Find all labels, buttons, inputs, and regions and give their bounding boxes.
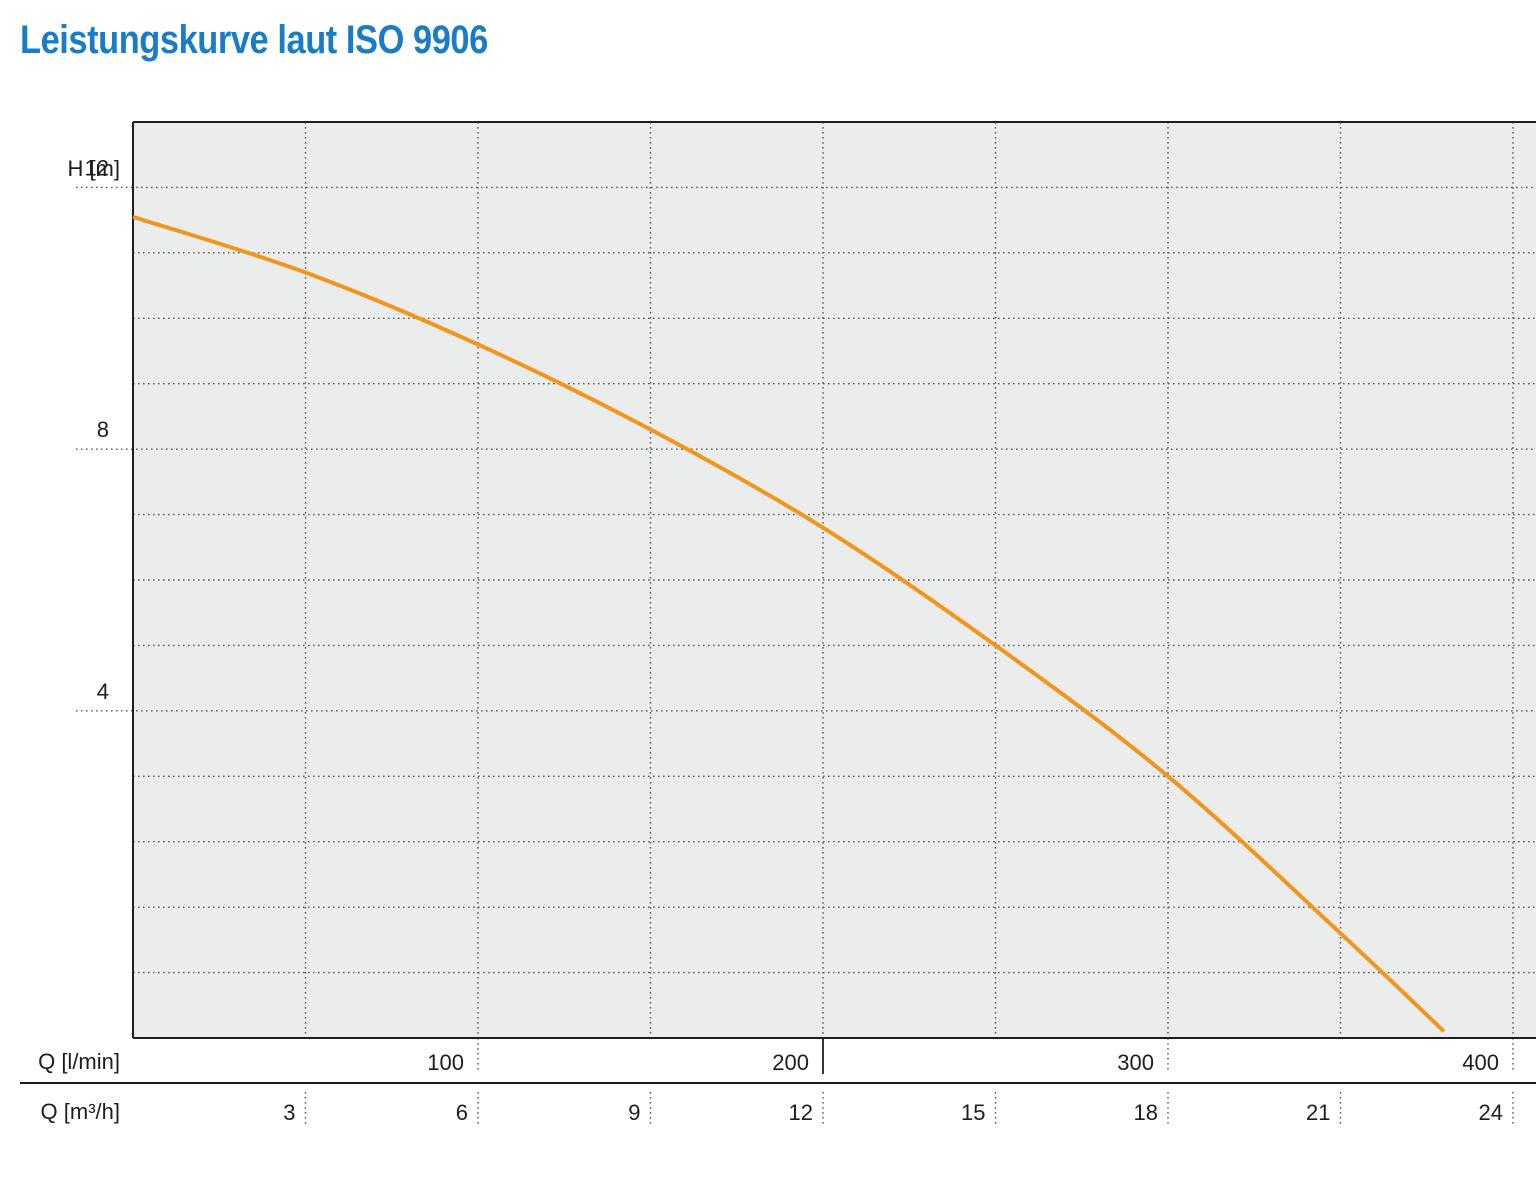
x-tick-label-m3h: 6 [456, 1100, 468, 1125]
x-axis-label-lmin: Q [l/min] [38, 1049, 120, 1074]
x-tick-label-m3h: 12 [789, 1100, 813, 1125]
x-tick-label-lmin: 100 [427, 1050, 464, 1075]
y-tick-label: 4 [97, 679, 109, 704]
y-tick-label: 8 [97, 417, 109, 442]
x-tick-label-m3h: 18 [1134, 1100, 1158, 1125]
x-tick-label-lmin: 300 [1117, 1050, 1154, 1075]
chart-title: Leistungskurve laut ISO 9906 [20, 18, 488, 62]
x-tick-label-m3h: 24 [1479, 1100, 1503, 1125]
x-tick-label-m3h: 9 [628, 1100, 640, 1125]
performance-curve [132, 214, 1446, 1033]
x-tick-label-m3h: 15 [961, 1100, 985, 1125]
y-tick-label: 12 [85, 155, 109, 180]
x-tick-label-lmin: 400 [1462, 1050, 1499, 1075]
y-axis-label: H [m] [67, 156, 120, 181]
x-tick-label-m3h: 21 [1306, 1100, 1330, 1125]
x-axis-label-m3h: Q [m³/h] [41, 1099, 120, 1124]
x-tick-label-lmin: 200 [772, 1050, 809, 1075]
x-tick-label-m3h: 3 [283, 1100, 295, 1125]
